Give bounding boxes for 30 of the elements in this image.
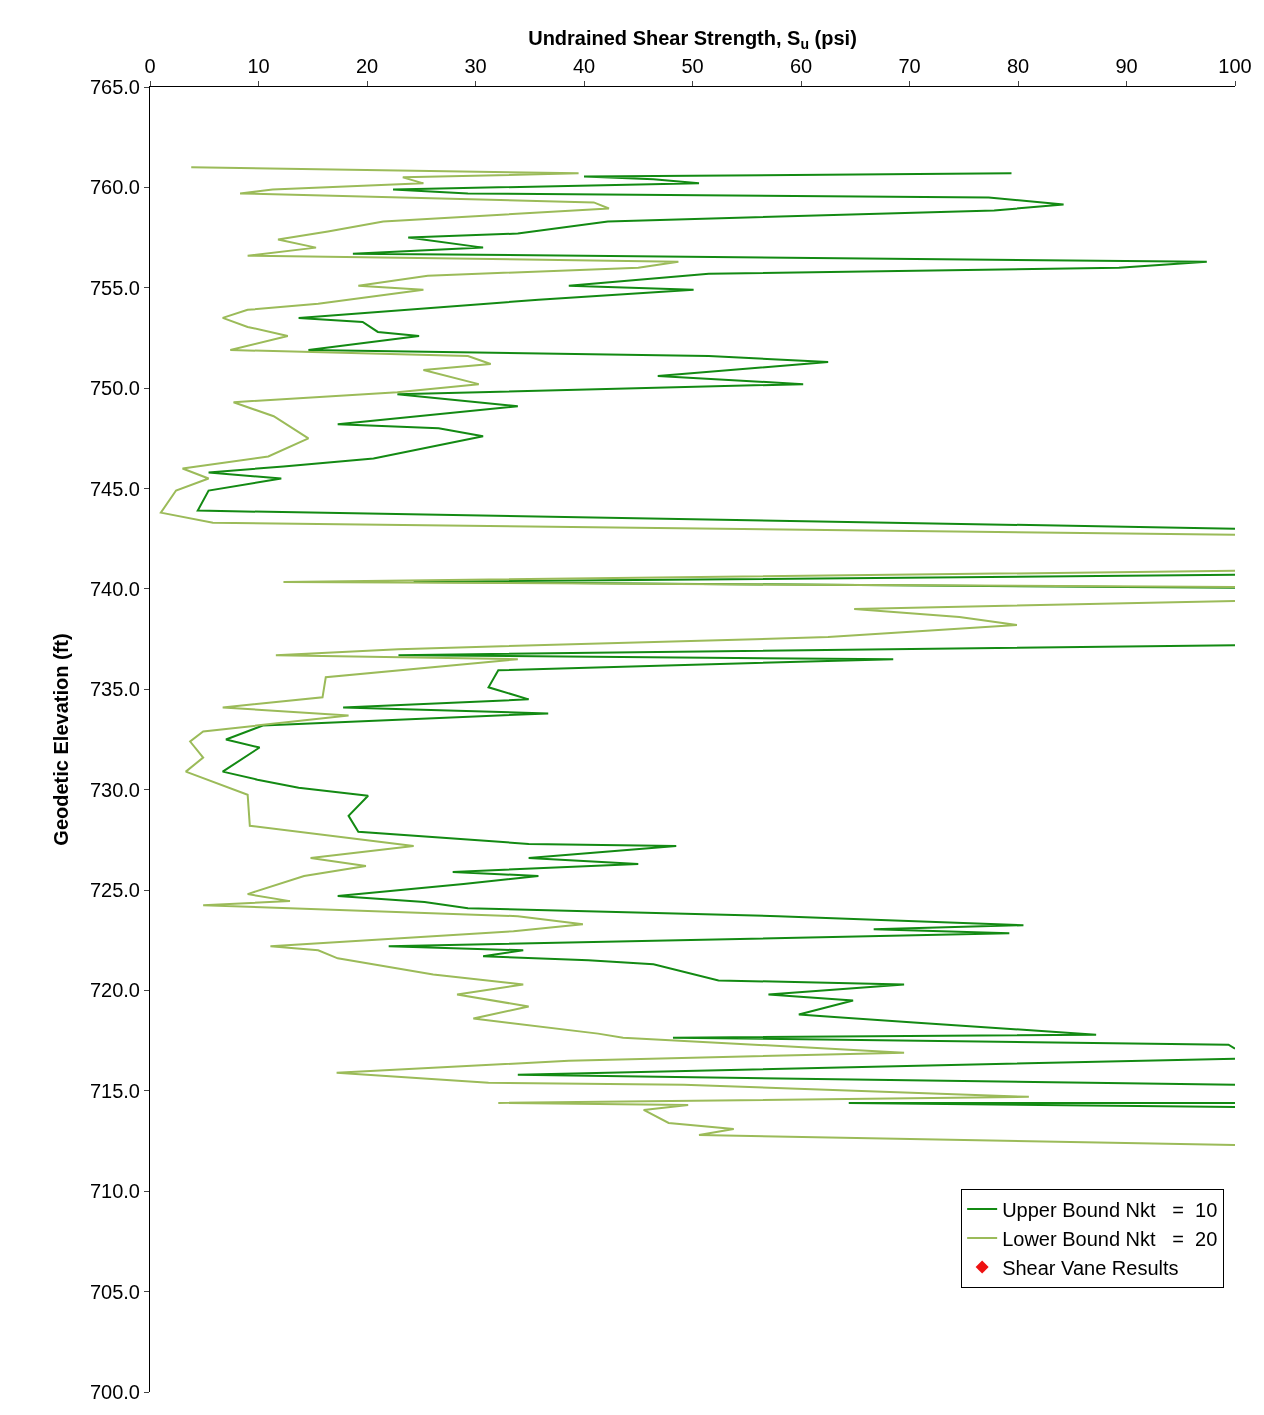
legend-label: Upper Bound Nkt = 10: [1002, 1198, 1218, 1221]
y-tick-label: 710.0: [89, 1180, 140, 1203]
x-tick-label: 10: [247, 55, 270, 77]
x-tick-label: 90: [1115, 55, 1138, 77]
x-tick-label: 50: [681, 55, 704, 77]
y-tick-label: 705.0: [89, 1280, 140, 1303]
x-tick-label: 40: [572, 55, 596, 77]
y-tick-label: 750.0: [89, 377, 140, 400]
y-tick-label: 725.0: [89, 879, 140, 902]
y-tick-label: 730.0: [89, 778, 140, 801]
y-tick-label: 735.0: [89, 678, 140, 701]
y-tick-label: 755.0: [89, 276, 140, 299]
x-tick-label: 70: [898, 55, 921, 77]
y-tick-label: 700.0: [89, 1381, 140, 1403]
x-tick-label: 30: [464, 55, 487, 77]
y-axis-title: Geodetic Elevation (ft): [50, 633, 73, 846]
x-tick-label: 80: [1006, 55, 1030, 77]
y-tick-label: 740.0: [89, 577, 140, 600]
y-tick-label: 715.0: [89, 1079, 140, 1102]
x-tick-label: 20: [355, 55, 379, 77]
y-tick-label: 760.0: [89, 176, 140, 199]
legend-label: Shear Vane Results: [1002, 1256, 1179, 1279]
y-tick-label: 765.0: [89, 76, 140, 98]
legend-label: Lower Bound Nkt = 20: [1002, 1227, 1218, 1250]
x-tick-label: 60: [789, 55, 813, 77]
y-tick-label: 720.0: [89, 979, 140, 1002]
y-tick-label: 745.0: [89, 477, 140, 500]
x-tick-label: 100: [1218, 55, 1252, 77]
x-tick-label: 0: [144, 55, 156, 77]
x-axis-title: Undrained Shear Strength, S$_{u}$ (psi): [528, 26, 857, 52]
